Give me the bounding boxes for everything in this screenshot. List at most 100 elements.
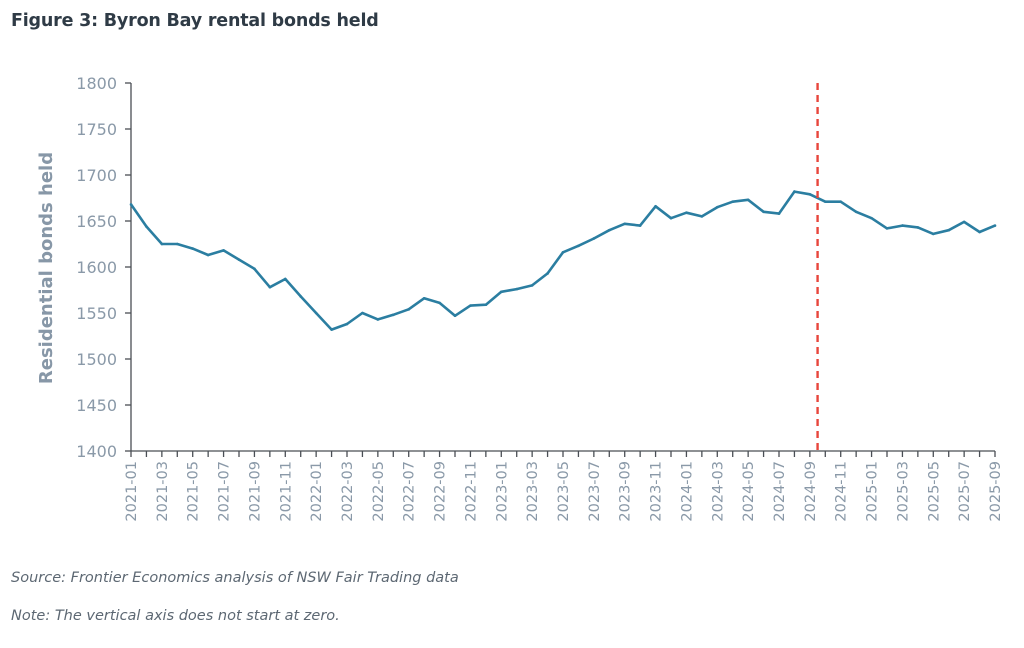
y-axis-ticks: 1400 1450 1500 1550 1600 1650 1700 1750 1800 <box>76 74 131 461</box>
data-point-2021-03 <box>160 242 164 246</box>
data-point-2023-06 <box>577 244 580 248</box>
x-tick-label: 2021-05 <box>186 461 202 522</box>
data-point-2024-03 <box>715 205 719 209</box>
data-point-2021-07 <box>222 249 225 252</box>
data-point-2024-04 <box>731 200 735 203</box>
data-point-2025-08 <box>978 230 981 234</box>
series-line-residential-bonds <box>129 190 996 331</box>
x-tick-label: 2024-01 <box>679 461 695 522</box>
source-note: Source: Frontier Economics analysis of N… <box>11 570 459 586</box>
x-tick-label: 2024-09 <box>803 461 819 522</box>
data-point-2023-04 <box>546 272 549 275</box>
x-tick-label: 2025-09 <box>988 461 1004 522</box>
data-point-2024-02 <box>700 215 704 218</box>
data-point-2023-10 <box>638 224 642 227</box>
x-tick-label: 2023-11 <box>649 461 665 522</box>
x-tick-label: 2023-07 <box>587 461 603 522</box>
x-tick-label: 2024-05 <box>741 461 757 522</box>
y-tick-label: 1600 <box>76 258 117 277</box>
data-point-2022-11 <box>469 304 472 307</box>
data-point-2023-03 <box>530 284 534 287</box>
data-point-2023-08 <box>607 228 611 232</box>
data-point-2021-06 <box>206 253 210 257</box>
data-point-2025-06 <box>947 228 951 232</box>
x-tick-label: 2022-05 <box>371 461 387 522</box>
axis-note: Note: The vertical axis does not start a… <box>11 608 340 624</box>
y-tick-label: 1750 <box>76 120 117 139</box>
data-point-2022-09 <box>438 301 441 305</box>
data-point-2021-08 <box>237 258 241 261</box>
data-point-2025-03 <box>901 224 904 227</box>
y-tick-label: 1450 <box>76 396 117 415</box>
data-point-2024-11 <box>839 200 843 203</box>
data-point-2021-04 <box>175 242 179 246</box>
data-point-2024-09 <box>808 193 812 196</box>
y-tick-label: 1400 <box>76 442 117 461</box>
y-tick-label: 1650 <box>76 212 117 231</box>
data-point-2025-07 <box>962 220 966 224</box>
x-tick-label: 2022-09 <box>433 461 449 522</box>
figure-title: Figure 3: Byron Bay rental bonds held <box>11 11 379 31</box>
data-point-2024-05 <box>746 198 750 202</box>
data-point-2021-11 <box>283 277 287 281</box>
data-point-2025-04 <box>916 226 920 229</box>
y-axis-label: Residential bonds held <box>36 152 57 384</box>
x-tick-label: 2021-11 <box>278 461 294 522</box>
data-point-2021-05 <box>191 247 195 250</box>
data-point-2025-01 <box>870 216 873 220</box>
y-tick-label: 1800 <box>76 74 117 93</box>
data-point-2022-04 <box>361 311 364 315</box>
data-point-2024-07 <box>777 212 781 215</box>
x-tick-label: 2025-05 <box>926 461 942 522</box>
x-tick-label: 2025-01 <box>865 461 881 522</box>
x-tick-label: 2022-11 <box>463 461 479 522</box>
x-tick-label: 2025-03 <box>895 461 911 522</box>
x-tick-label: 2025-07 <box>957 461 973 522</box>
y-tick-label: 1700 <box>76 166 117 185</box>
x-tick-label: 2023-01 <box>494 461 510 522</box>
data-point-2021-02 <box>145 225 148 228</box>
data-point-2023-01 <box>499 290 503 294</box>
data-point-2021-09 <box>253 267 256 271</box>
data-point-2024-01 <box>685 211 688 215</box>
data-point-2021-01 <box>129 203 133 206</box>
x-tick-label: 2021-01 <box>124 461 140 522</box>
data-point-2023-05 <box>561 250 565 254</box>
x-tick-label: 2023-09 <box>618 461 634 522</box>
data-point-2023-09 <box>623 222 627 226</box>
data-point-2025-09 <box>993 224 997 227</box>
x-tick-label: 2021-07 <box>217 461 233 522</box>
data-point-2025-02 <box>885 227 889 230</box>
data-points <box>129 190 997 331</box>
data-point-2024-12 <box>854 210 858 214</box>
data-point-2022-08 <box>422 296 426 300</box>
x-tick-label: 2022-01 <box>309 461 325 522</box>
x-tick-label: 2022-03 <box>340 461 356 522</box>
x-tick-label: 2024-03 <box>710 461 726 522</box>
data-point-2023-11 <box>654 204 657 208</box>
data-point-2022-03 <box>345 322 349 326</box>
data-point-2025-05 <box>931 232 935 236</box>
x-tick-label: 2022-07 <box>402 461 418 522</box>
x-axis-ticks: 2021-01 2021-03 2021-05 2021-07 2021-09 2021-… <box>124 451 1004 522</box>
data-point-2022-05 <box>376 318 380 321</box>
y-tick-label: 1550 <box>76 304 117 323</box>
x-tick-label: 2024-11 <box>834 461 850 522</box>
data-point-2021-12 <box>299 295 303 298</box>
x-tick-label: 2023-05 <box>556 461 572 522</box>
data-point-2024-06 <box>762 210 765 214</box>
data-point-2022-06 <box>391 313 395 317</box>
x-tick-label: 2021-03 <box>155 461 171 522</box>
data-point-2022-07 <box>407 308 411 311</box>
data-point-2024-10 <box>823 200 827 203</box>
data-point-2022-10 <box>453 314 457 318</box>
data-point-2023-12 <box>669 216 673 220</box>
data-point-2022-02 <box>330 328 333 331</box>
x-tick-label: 2024-07 <box>772 461 788 522</box>
line-chart: 1400 1450 1500 1550 1600 1650 1700 1750 1800 202… <box>36 74 1004 522</box>
data-point-2022-01 <box>314 311 318 315</box>
data-point-2022-12 <box>484 303 488 307</box>
x-tick-label: 2023-03 <box>525 461 541 522</box>
data-point-2023-02 <box>515 287 519 291</box>
data-point-2023-07 <box>592 237 596 240</box>
